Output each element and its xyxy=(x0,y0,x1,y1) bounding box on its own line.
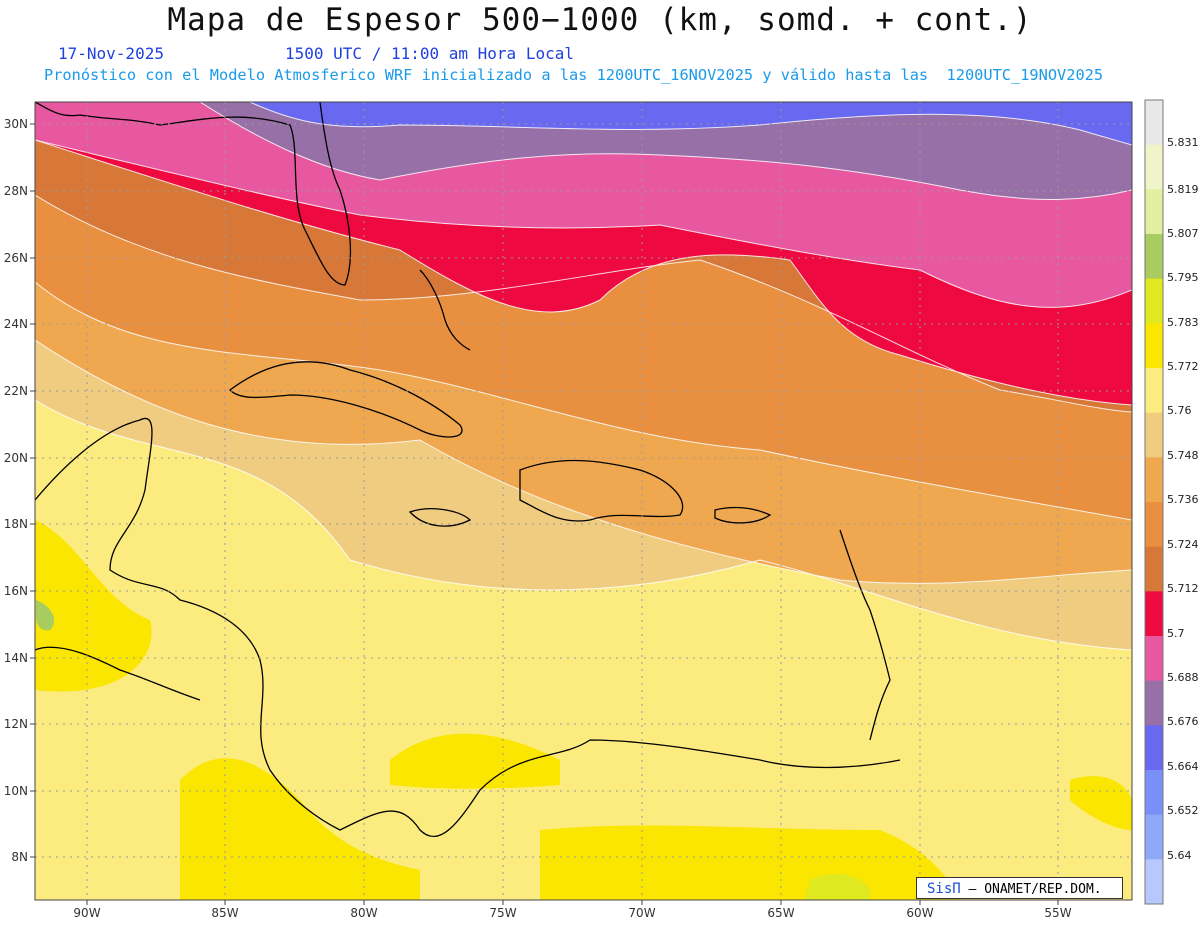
colorbar-swatch xyxy=(1145,591,1163,637)
band-5676 xyxy=(200,102,1132,200)
colorbar-label: 5.712 xyxy=(1167,582,1199,595)
gulf-coast-florida xyxy=(35,102,352,286)
lon-label: 60W xyxy=(906,906,933,920)
lat-label: 14N xyxy=(4,651,28,665)
cuba xyxy=(229,361,463,438)
lat-label: 8N xyxy=(11,850,28,864)
lon-label: 70W xyxy=(628,906,655,920)
lon-ticks xyxy=(86,900,1059,905)
colorbar: 5.831 5.819 5.807 5.795 5.783 5.772 5.76… xyxy=(1144,99,1199,905)
colorbar-label: 5.724 xyxy=(1167,538,1199,551)
colorbar-label: 5.819 xyxy=(1167,183,1199,196)
puerto-rico xyxy=(714,506,772,524)
lon-label: 75W xyxy=(489,906,516,920)
colorbar-labels: 5.831 5.819 5.807 5.795 5.783 5.772 5.76… xyxy=(1167,136,1199,862)
colorbar-label: 5.652 xyxy=(1167,804,1199,817)
colorbar-swatch xyxy=(1145,323,1163,369)
colorbar-swatch xyxy=(1145,859,1163,905)
colorbar-swatch xyxy=(1145,100,1163,146)
colorbar-swatch xyxy=(1145,278,1163,324)
coastlines xyxy=(35,102,901,837)
map-frame xyxy=(34,101,1133,901)
lesser-antilles xyxy=(839,529,891,741)
hispaniola xyxy=(519,459,684,522)
lat-label: 26N xyxy=(4,251,28,265)
central-south-america-coast xyxy=(35,417,901,837)
colorbar-label: 5.676 xyxy=(1167,715,1199,728)
credit-box: SisΠ – ONAMET/REP.DOM. xyxy=(916,877,1123,899)
sispi-logo: SisΠ xyxy=(927,881,961,897)
lon-label: 85W xyxy=(211,906,238,920)
lon-label: 55W xyxy=(1044,906,1071,920)
colorbar-label: 5.688 xyxy=(1167,671,1199,684)
colorbar-label: 5.64 xyxy=(1167,849,1192,862)
colorbar-swatch xyxy=(1145,770,1163,816)
colorbar-label: 5.772 xyxy=(1167,360,1199,373)
colorbar-swatch xyxy=(1145,457,1163,503)
graticule xyxy=(35,102,1132,900)
band-5772-central xyxy=(180,758,420,900)
colorbar-swatch xyxy=(1145,412,1163,458)
colorbar-swatch xyxy=(1145,546,1163,592)
lon-label: 90W xyxy=(73,906,100,920)
thickness-bands xyxy=(35,102,1132,900)
band-5664 xyxy=(250,102,1132,145)
model-subtitle: Pronóstico con el Modelo Atmosferico WRF… xyxy=(44,66,1104,84)
colorbar-label: 5.783 xyxy=(1167,316,1199,329)
lat-label: 18N xyxy=(4,517,28,531)
lon-label: 65W xyxy=(767,906,794,920)
colorbar-swatch xyxy=(1145,814,1163,860)
colorbar-swatch xyxy=(1145,189,1163,235)
lat-label: 30N xyxy=(4,117,28,131)
colorbar-label: 5.795 xyxy=(1167,271,1199,284)
colorbar-label: 5.664 xyxy=(1167,760,1199,773)
colorbar-frame xyxy=(1144,99,1164,905)
lat-label: 20N xyxy=(4,451,28,465)
lat-label: 16N xyxy=(4,584,28,598)
forecast-time: 1500 UTC / 11:00 am Hora Local xyxy=(285,44,574,63)
colorbar-swatch xyxy=(1145,636,1163,682)
colorbar-swatches xyxy=(1144,99,1164,905)
lat-ticks xyxy=(30,123,35,858)
colorbar-label: 5.831 xyxy=(1167,136,1199,149)
colorbar-label: 5.7 xyxy=(1167,627,1185,640)
band-5772-caribbean xyxy=(390,733,560,789)
thickness-contours xyxy=(35,102,1132,651)
credit-text: – ONAMET/REP.DOM. xyxy=(968,882,1102,897)
pacific-coast xyxy=(35,646,201,701)
colorbar-swatch xyxy=(1145,502,1163,548)
band-5772-east xyxy=(1070,776,1132,830)
lon-label: 80W xyxy=(350,906,377,920)
colorbar-swatch xyxy=(1145,234,1163,280)
jamaica xyxy=(408,508,472,527)
colorbar-swatch xyxy=(1145,680,1163,726)
band-5783-patch xyxy=(805,874,870,900)
lat-label: 24N xyxy=(4,317,28,331)
colorbar-swatch xyxy=(1145,144,1163,190)
band-5795-patch xyxy=(36,600,55,631)
colorbar-label: 5.807 xyxy=(1167,227,1199,240)
colorbar-label: 5.748 xyxy=(1167,449,1199,462)
lat-label: 10N xyxy=(4,784,28,798)
lat-label: 12N xyxy=(4,717,28,731)
lat-label: 28N xyxy=(4,184,28,198)
lat-axis: 30N 28N 26N 24N 22N 20N 18N 16N 14N 12N … xyxy=(4,117,28,864)
colorbar-swatch xyxy=(1145,725,1163,771)
colorbar-label: 5.76 xyxy=(1167,404,1192,417)
colorbar-label: 5.736 xyxy=(1167,493,1199,506)
bahamas xyxy=(419,269,471,351)
forecast-date: 17-Nov-2025 xyxy=(58,44,164,63)
map-title: Mapa de Espesor 500−1000 (km, somd. + co… xyxy=(167,2,1033,38)
lon-axis: 90W 85W 80W 75W 70W 65W 60W 55W xyxy=(73,906,1071,920)
colorbar-swatch xyxy=(1145,368,1163,414)
lat-label: 22N xyxy=(4,384,28,398)
